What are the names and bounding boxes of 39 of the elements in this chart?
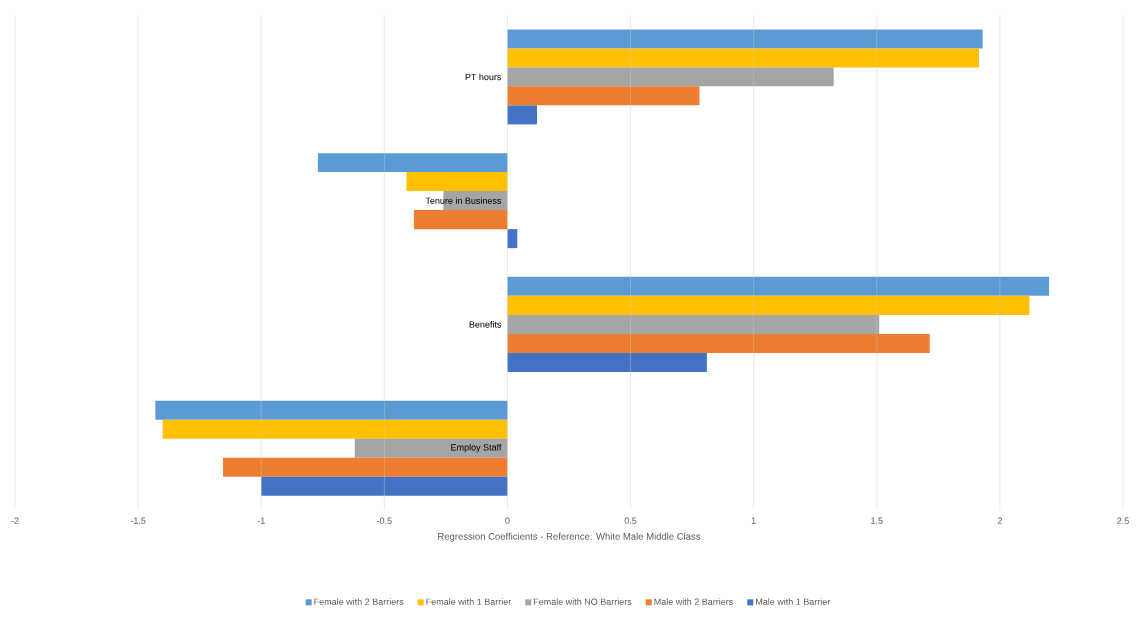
- x-tick-label: 1.5: [871, 517, 883, 524]
- y-tick-label: Tenure in Business: [425, 197, 502, 204]
- y-tick-label: Employ Staff: [451, 443, 502, 453]
- x-axis-title: Regression Coefficients - Reference: White Male Middle Class: [438, 532, 701, 542]
- bar: [413, 210, 508, 230]
- bar: [507, 229, 518, 249]
- x-tick-label: -0.5: [376, 517, 392, 524]
- bar: [406, 172, 508, 192]
- legend-label: Female with 2 Barriers: [314, 598, 404, 605]
- bar: [507, 29, 983, 49]
- x-tick-label: 0: [505, 517, 510, 524]
- y-tick-label: PT hours: [465, 73, 502, 81]
- bar: [507, 48, 979, 68]
- bar: [317, 153, 508, 173]
- legend-label: Female with 1 Barrier: [426, 598, 512, 605]
- bar: [507, 314, 880, 334]
- bar: [507, 352, 707, 372]
- bar: [507, 67, 834, 87]
- legend-label: Male with 1 Barrier: [756, 598, 831, 605]
- bar: [155, 400, 508, 420]
- bar: [261, 476, 508, 496]
- x-tick-label: 1: [751, 517, 756, 524]
- legend-label: Male with 2 Barriers: [654, 598, 733, 605]
- bar: [507, 86, 700, 106]
- x-tick-label: 2: [997, 517, 1002, 524]
- x-tick-label: -1: [257, 517, 265, 524]
- bar: [507, 276, 1050, 296]
- x-tick-label: -1.5: [130, 517, 146, 524]
- bar: [507, 105, 537, 125]
- bar: [507, 295, 1030, 315]
- bar: [162, 419, 508, 439]
- bar: [354, 438, 508, 458]
- x-tick-label: 0.5: [624, 517, 637, 524]
- bar: [223, 457, 508, 477]
- bar: [507, 333, 930, 353]
- legend-label: Female with NO Barriers: [533, 598, 632, 605]
- x-tick-label: 2.5: [1117, 517, 1129, 524]
- x-tick-label: -2: [11, 517, 19, 524]
- y-tick-label: Benefits: [469, 321, 502, 328]
